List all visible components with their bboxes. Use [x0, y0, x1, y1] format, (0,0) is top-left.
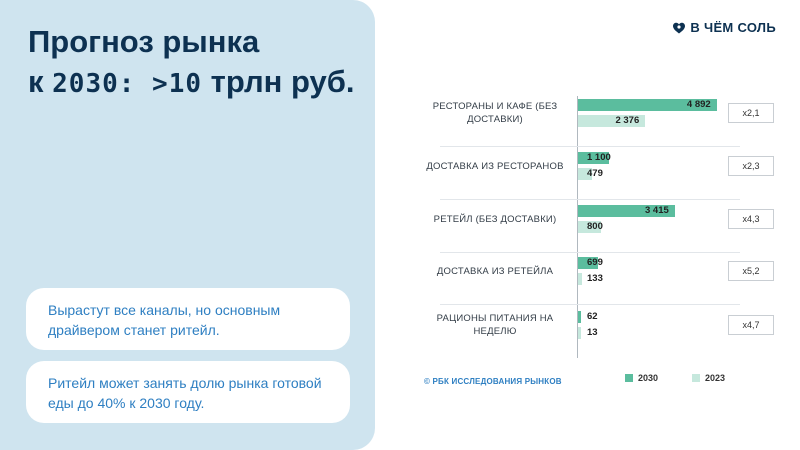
- bar-2023: [578, 221, 601, 233]
- bar-2030: [578, 257, 598, 269]
- row-separator: [440, 304, 740, 305]
- data-label-2023: 2 376: [615, 115, 640, 126]
- data-label-2023: 479: [587, 168, 603, 179]
- bar-2023: [578, 168, 592, 180]
- legend-item-2023: 2023: [692, 373, 725, 383]
- growth-multiplier-badge: х4,3: [728, 209, 774, 229]
- row-separator: [440, 252, 740, 253]
- title-prefix: к: [28, 64, 53, 99]
- bar-2030: [578, 205, 675, 217]
- row-separator: [440, 146, 740, 147]
- growth-multiplier-badge: х4,7: [728, 315, 774, 335]
- data-label-2023: 13: [587, 327, 598, 338]
- brand-logo: В ЧЁМ СОЛЬ: [672, 20, 776, 35]
- bar-chart: РЕСТОРАНЫ И КАФЕ (БЕЗ ДОСТАВКИ) ДОСТАВКА…: [400, 88, 780, 388]
- legend-swatch-2023: [692, 374, 701, 382]
- row-separator: [440, 199, 740, 200]
- brand-text: В ЧЁМ СОЛЬ: [690, 20, 776, 35]
- page-title: Прогноз рынка к 2030: >10 трлн руб.: [28, 22, 368, 104]
- chart-legend: 2030 2023: [625, 373, 759, 383]
- legend-label-2030: 2030: [638, 373, 659, 383]
- title-line-2: к 2030: >10 трлн руб.: [28, 62, 368, 104]
- chart-axis: [577, 96, 578, 358]
- category-label: РЕТЕЙЛ (БЕЗ ДОСТАВКИ): [433, 214, 557, 225]
- growth-multiplier-badge: х2,1: [728, 103, 774, 123]
- left-panel: Прогноз рынка к 2030: >10 трлн руб. Выра…: [0, 0, 375, 450]
- data-label-2023: 133: [587, 273, 603, 284]
- legend-label-2023: 2023: [705, 373, 726, 383]
- title-mono-figure: 2030: >10: [52, 69, 203, 99]
- chart-source: © РБК ИССЛЕДОВАНИЯ РЫНКОВ: [424, 377, 562, 386]
- category-label: ДОСТАВКА ИЗ РЕТЕЙЛА: [436, 266, 554, 277]
- insight-card-2: Ритейл может занять долю рынка готовой е…: [26, 361, 350, 423]
- data-label-2030: 62: [587, 311, 598, 322]
- legend-item-2030: 2030: [625, 373, 658, 383]
- bar-2030: [578, 99, 717, 111]
- insight-card-1-text: Вырастут все каналы, но основным драйвер…: [48, 302, 281, 338]
- legend-swatch-2030: [625, 374, 633, 382]
- insight-card-2-text: Ритейл может занять долю рынка готовой е…: [48, 375, 322, 411]
- category-label: РЕСТОРАНЫ И КАФЕ (БЕЗ ДОСТАВКИ): [432, 101, 558, 125]
- category-label: РАЦИОНЫ ПИТАНИЯ НА НЕДЕЛЮ: [436, 313, 554, 337]
- title-line-1: Прогноз рынка: [28, 24, 260, 59]
- growth-multiplier-badge: х2,3: [728, 156, 774, 176]
- bar-2030: [578, 311, 581, 323]
- bar-2023: [578, 115, 646, 127]
- insight-card-1: Вырастут все каналы, но основным драйвер…: [26, 288, 350, 350]
- title-suffix: трлн руб.: [202, 64, 355, 99]
- data-label-2023: 800: [587, 221, 603, 232]
- bar-2023: [578, 273, 582, 285]
- salt-heart-icon: [673, 22, 686, 33]
- bar-2030: [578, 152, 610, 164]
- data-label-2030: 3 415: [644, 205, 669, 216]
- data-label-2030: 699: [587, 257, 603, 268]
- category-label: ДОСТАВКА ИЗ РЕСТОРАНОВ: [426, 161, 564, 172]
- growth-multiplier-badge: х5,2: [728, 261, 774, 281]
- data-label-2030: 1 100: [587, 152, 611, 163]
- bar-2023: [578, 327, 581, 339]
- data-label-2030: 4 892: [686, 99, 711, 110]
